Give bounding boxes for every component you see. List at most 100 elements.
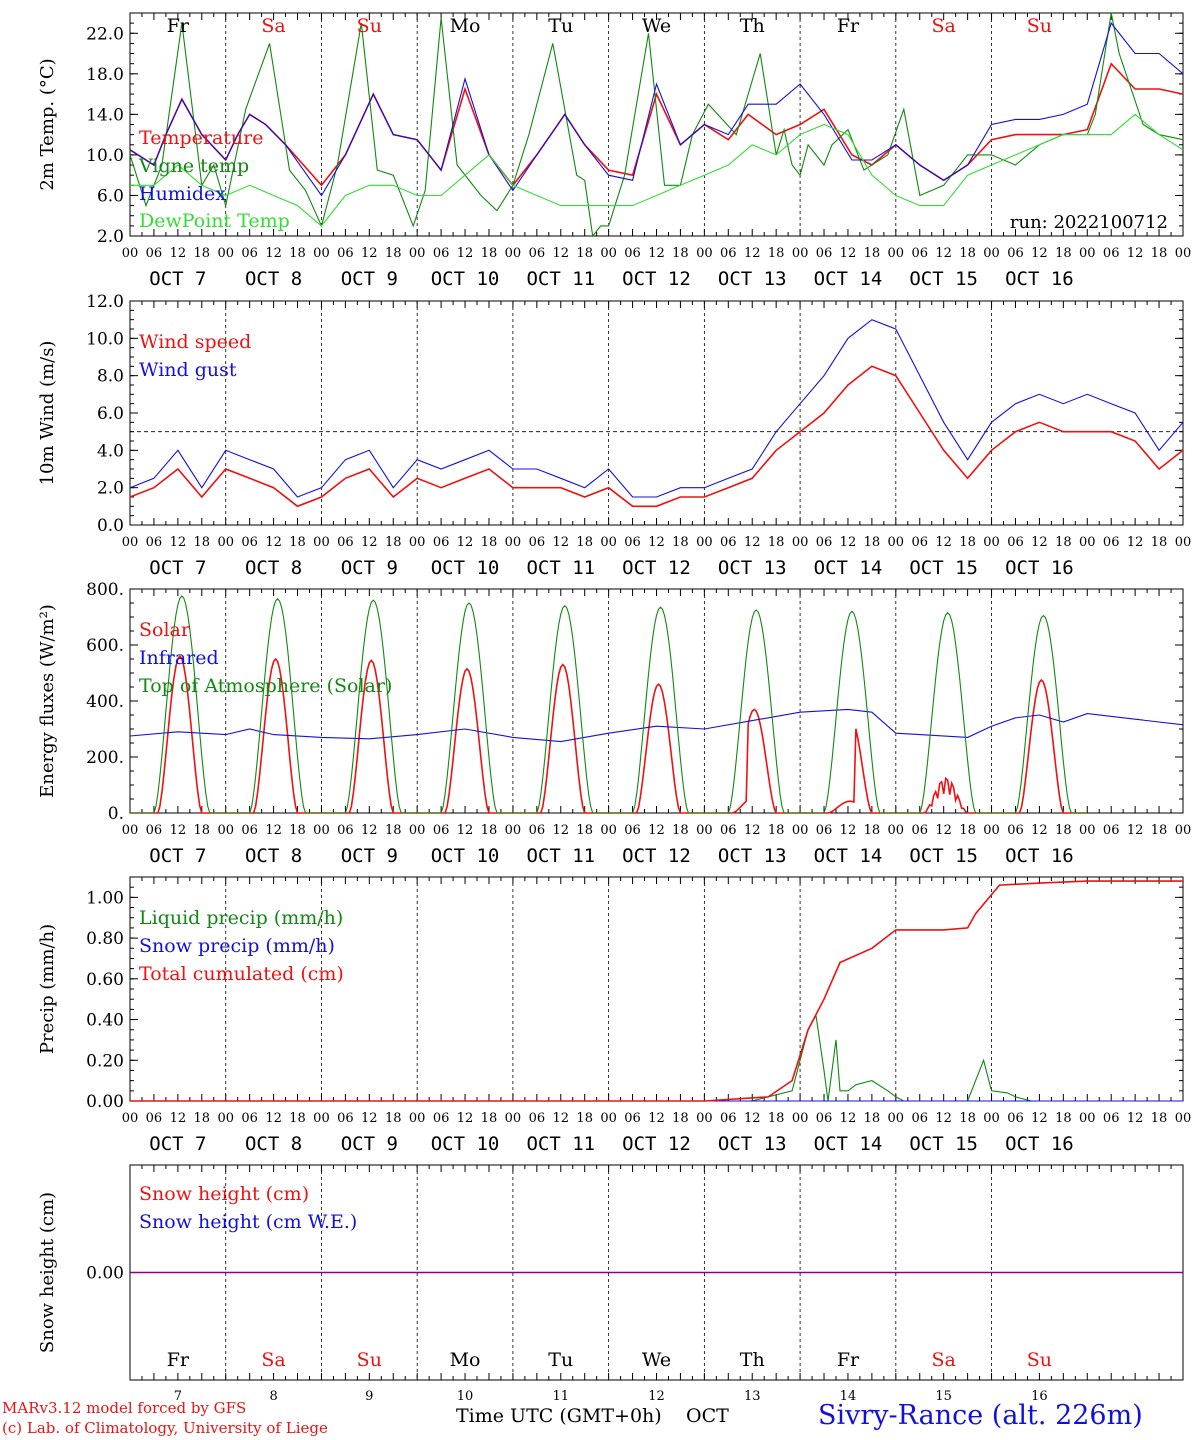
date-label: OCT 12 xyxy=(622,845,691,867)
date-label: OCT 12 xyxy=(622,1133,691,1155)
hour-label: 12 xyxy=(935,535,952,550)
time-axis-month: OCT xyxy=(686,1405,729,1427)
hour-label: 18 xyxy=(768,246,785,261)
y-tick-label: 10.0 xyxy=(86,146,124,166)
y-axis-label: Precip (mm/h) xyxy=(37,924,58,1054)
date-label: OCT 9 xyxy=(341,268,398,290)
hour-label: 18 xyxy=(959,823,976,838)
hour-label: 12 xyxy=(744,246,761,261)
hour-label: 12 xyxy=(1031,823,1048,838)
day-name: Sa xyxy=(261,15,285,37)
hour-label: 06 xyxy=(624,246,641,261)
hour-label: 12 xyxy=(170,823,187,838)
hour-label: 18 xyxy=(385,1111,402,1126)
series-line xyxy=(130,880,1183,1102)
y-tick-label: 10.0 xyxy=(86,329,124,349)
hour-label: 06 xyxy=(433,1111,450,1126)
day-name: Sa xyxy=(932,1349,956,1371)
hour-label: 18 xyxy=(289,535,306,550)
date-label: OCT 10 xyxy=(431,268,500,290)
hour-label: 12 xyxy=(1127,823,1144,838)
hour-label: 18 xyxy=(385,823,402,838)
hour-label: 06 xyxy=(1007,823,1024,838)
hour-label: 00 xyxy=(217,535,234,550)
hour-label: 18 xyxy=(1151,535,1168,550)
hour-label: 06 xyxy=(1007,246,1024,261)
hour-label: 06 xyxy=(241,535,258,550)
hour-label: 06 xyxy=(911,823,928,838)
hour-label: 18 xyxy=(1055,246,1072,261)
hour-label: 18 xyxy=(385,246,402,261)
y-tick-label: 400. xyxy=(86,692,124,712)
hour-label: 12 xyxy=(935,823,952,838)
hour-label: 00 xyxy=(409,823,426,838)
day-name: Fr xyxy=(837,1349,860,1371)
y-axis-label: Snow height (cm) xyxy=(37,1192,58,1353)
hour-label: 12 xyxy=(1127,535,1144,550)
hour-label: 00 xyxy=(1175,535,1192,550)
hour-label: 12 xyxy=(265,823,282,838)
hour-label: 00 xyxy=(888,535,905,550)
hour-label: 06 xyxy=(146,823,163,838)
hour-label: 12 xyxy=(744,535,761,550)
date-label: OCT 7 xyxy=(149,268,206,290)
date-label: OCT 15 xyxy=(909,268,978,290)
hour-label: 06 xyxy=(146,1111,163,1126)
y-tick-label: 14.0 xyxy=(86,105,124,125)
hour-label: 00 xyxy=(217,823,234,838)
hour-label: 18 xyxy=(959,246,976,261)
hour-label: 00 xyxy=(122,823,139,838)
hour-label: 00 xyxy=(696,823,713,838)
hour-label: 18 xyxy=(768,535,785,550)
day-name: Sa xyxy=(932,15,956,37)
date-label: OCT 11 xyxy=(526,557,595,579)
date-label: OCT 14 xyxy=(814,845,883,867)
panel-2: 0.0 2.0 4.0 6.0 8.0 10.0 12.0 10m Wind (m/s) Win… xyxy=(37,292,1191,579)
y-tick-label: 2.0 xyxy=(97,479,124,499)
series-line xyxy=(130,113,1184,227)
hour-label: 00 xyxy=(792,535,809,550)
hour-label: 06 xyxy=(337,1111,354,1126)
hour-label: 12 xyxy=(552,1111,569,1126)
date-label: OCT 10 xyxy=(431,1133,500,1155)
day-name: We xyxy=(642,15,671,37)
hour-label: 12 xyxy=(552,535,569,550)
hour-label: 12 xyxy=(840,246,857,261)
hour-label: 00 xyxy=(313,823,330,838)
hour-label: 12 xyxy=(840,823,857,838)
date-label: OCT 16 xyxy=(1005,845,1074,867)
hour-label: 12 xyxy=(935,1111,952,1126)
hour-label: 18 xyxy=(672,1111,689,1126)
run-annotation: run: 2022100712 xyxy=(1010,212,1168,233)
hour-label: 06 xyxy=(816,535,833,550)
series-line xyxy=(130,1013,1183,1102)
hour-label: 00 xyxy=(505,1111,522,1126)
date-label: OCT 7 xyxy=(149,845,206,867)
date-label: OCT 10 xyxy=(431,845,500,867)
hour-label: 06 xyxy=(816,1111,833,1126)
hour-label: 06 xyxy=(146,246,163,261)
y-tick-label: 4.0 xyxy=(97,441,124,461)
legend-entry: Snow precip (mm/h) xyxy=(139,935,335,957)
hour-label: 06 xyxy=(1103,823,1120,838)
legend-entry: Humidex xyxy=(139,183,226,205)
hour-label: 06 xyxy=(529,535,546,550)
hour-label: 00 xyxy=(505,246,522,261)
series-line xyxy=(129,62,1184,187)
hour-label: 12 xyxy=(744,823,761,838)
lab-credit: (c) Lab. of Climatology, University of L… xyxy=(2,1419,328,1437)
legend-entry: Total cumulated (cm) xyxy=(139,963,344,985)
hour-label: 00 xyxy=(983,246,1000,261)
hour-label: 12 xyxy=(265,1111,282,1126)
hour-label: 12 xyxy=(648,535,665,550)
hour-label: 06 xyxy=(529,823,546,838)
hour-label: 18 xyxy=(1151,246,1168,261)
legend-entry: Vigne temp xyxy=(138,155,249,177)
hour-label: 00 xyxy=(696,535,713,550)
hour-label: 18 xyxy=(672,246,689,261)
day-number: 8 xyxy=(269,1389,277,1404)
day-name: We xyxy=(642,1349,671,1371)
hour-label: 18 xyxy=(1151,823,1168,838)
hour-label: 12 xyxy=(1031,246,1048,261)
hour-label: 06 xyxy=(1103,246,1120,261)
